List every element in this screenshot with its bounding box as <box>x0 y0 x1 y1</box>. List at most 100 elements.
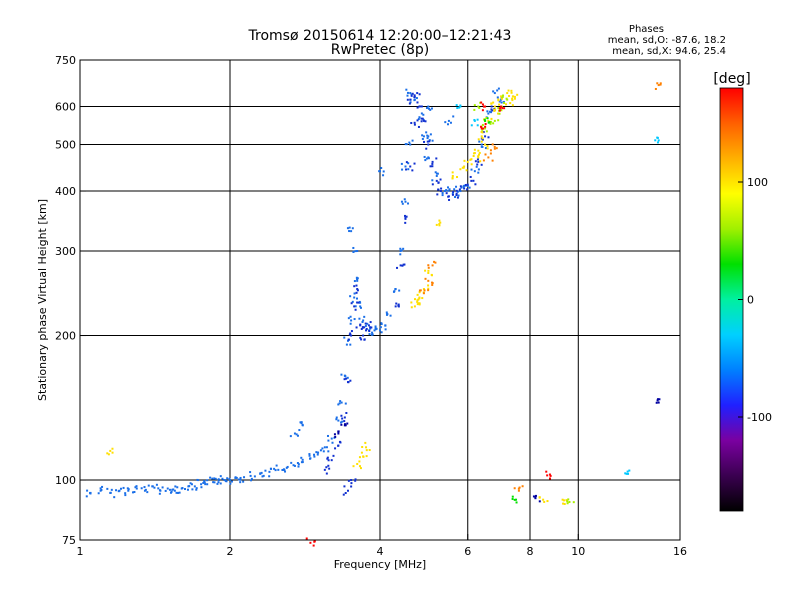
data-point <box>224 479 227 482</box>
data-point <box>484 143 487 146</box>
data-point <box>406 94 409 97</box>
data-point <box>243 476 246 479</box>
data-point <box>296 434 299 437</box>
data-point <box>503 107 506 110</box>
data-point <box>487 112 490 115</box>
data-point <box>659 82 662 85</box>
data-point <box>655 401 658 404</box>
data-point <box>656 136 659 139</box>
data-point <box>455 189 458 192</box>
data-point <box>456 107 459 110</box>
data-point <box>403 198 406 201</box>
x-tick-label: 4 <box>377 545 384 558</box>
colorbar-tick-label: 0 <box>747 294 754 307</box>
data-point <box>331 441 334 444</box>
data-point <box>459 190 462 193</box>
data-point <box>534 494 537 497</box>
data-point <box>451 174 454 177</box>
data-point <box>472 152 475 155</box>
data-point <box>490 102 493 105</box>
data-point <box>174 485 177 488</box>
data-point <box>490 108 493 111</box>
data-point <box>566 502 569 505</box>
data-point <box>413 162 416 165</box>
data-point <box>399 247 402 250</box>
data-point <box>355 326 358 329</box>
data-point <box>568 500 571 503</box>
data-point <box>452 190 455 193</box>
data-point <box>356 288 359 291</box>
data-point <box>498 112 501 115</box>
data-point <box>354 250 357 253</box>
data-point <box>361 326 364 329</box>
data-point <box>400 162 403 165</box>
data-point <box>509 102 512 105</box>
data-point <box>406 91 409 94</box>
data-point <box>365 327 368 330</box>
data-point <box>301 423 304 426</box>
data-point <box>470 168 473 171</box>
data-point <box>416 92 419 95</box>
data-point <box>177 491 180 494</box>
data-point <box>327 439 330 442</box>
data-point <box>413 94 416 97</box>
data-point <box>436 172 439 175</box>
data-point <box>425 147 428 150</box>
data-point <box>350 482 353 485</box>
data-point <box>171 488 174 491</box>
data-point <box>417 118 420 121</box>
data-point <box>476 158 479 161</box>
data-point <box>396 266 399 269</box>
data-point <box>365 449 368 452</box>
data-point <box>349 332 352 335</box>
data-point <box>538 496 541 499</box>
data-point <box>347 317 350 320</box>
data-point <box>447 119 450 122</box>
x-tick-label: 10 <box>571 545 585 558</box>
data-point <box>410 94 413 97</box>
data-point <box>469 158 472 161</box>
data-point <box>153 486 156 489</box>
data-point <box>404 165 407 168</box>
data-point <box>482 127 485 130</box>
data-point <box>268 475 271 478</box>
data-point <box>497 99 500 102</box>
data-point <box>356 289 359 292</box>
data-point <box>326 434 329 437</box>
data-point <box>427 271 430 274</box>
data-point <box>424 277 427 280</box>
data-point <box>428 139 431 142</box>
data-point <box>404 143 407 146</box>
data-point <box>173 489 176 492</box>
data-point <box>462 185 465 188</box>
data-point <box>487 156 490 159</box>
data-point <box>292 464 295 467</box>
data-point <box>493 92 496 95</box>
colorbar-ticks: 100 0 -100 <box>738 176 772 424</box>
data-point <box>549 474 552 477</box>
data-point <box>347 479 350 482</box>
data-point <box>190 483 193 486</box>
data-point <box>489 152 492 155</box>
data-point <box>477 160 480 163</box>
data-point <box>228 477 231 480</box>
data-point <box>413 305 416 308</box>
data-point <box>168 488 171 491</box>
data-point <box>484 125 487 128</box>
data-point <box>299 421 302 424</box>
data-points <box>85 82 662 547</box>
stats-heading: Phases <box>629 24 664 35</box>
data-point <box>438 224 441 227</box>
data-point <box>474 160 477 163</box>
data-point <box>135 487 138 490</box>
data-point <box>490 117 493 120</box>
data-point <box>493 119 496 122</box>
data-point <box>456 190 459 193</box>
data-point <box>427 264 430 267</box>
data-point <box>421 117 424 120</box>
data-point <box>422 119 425 122</box>
data-point <box>486 110 489 113</box>
data-point <box>435 223 438 226</box>
x-tick-label: 8 <box>527 545 534 558</box>
data-point <box>362 455 365 458</box>
